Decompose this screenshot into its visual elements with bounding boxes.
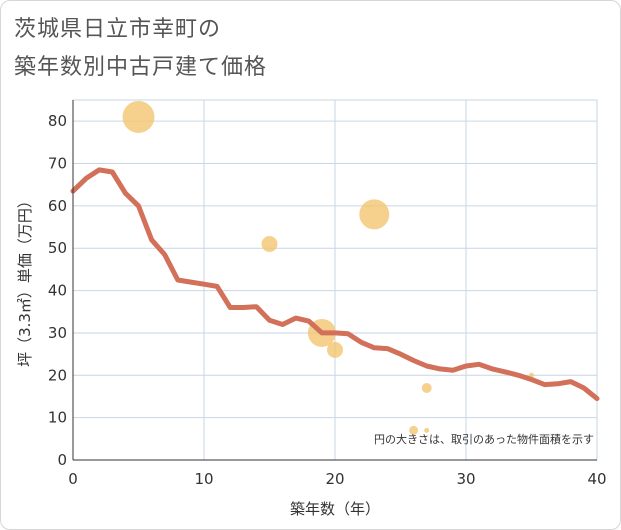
y-tick-label: 10 — [48, 409, 67, 427]
bubbles — [122, 100, 534, 435]
x-tick-label: 40 — [587, 470, 606, 488]
bubble-point — [122, 100, 155, 133]
chart-title-line-1: 茨城県日立市幸町の — [14, 17, 222, 42]
y-tick-label: 0 — [57, 451, 67, 469]
y-tick-label: 80 — [48, 112, 67, 130]
bubble-point — [409, 425, 419, 435]
y-axis-label: 坪（3.3㎡）単価（万円） — [16, 193, 34, 367]
y-tick-label: 40 — [48, 282, 67, 300]
bubble-point — [421, 383, 432, 393]
x-tick-label: 10 — [194, 470, 213, 488]
bubble-point — [424, 427, 430, 433]
x-tick-label: 30 — [456, 470, 475, 488]
x-tick-label: 20 — [325, 470, 344, 488]
chart-title-line-2: 築年数別中古戸建て価格 — [14, 55, 268, 80]
price-line — [70, 167, 600, 402]
y-tick-label: 60 — [48, 197, 67, 215]
x-tick-label: 0 — [68, 470, 78, 488]
x-axis-label: 築年数（年） — [290, 500, 380, 518]
bubble-size-note: 円の大きさは、取引のあった物件面積を示す — [374, 432, 594, 446]
y-tick-label: 70 — [48, 155, 67, 173]
axes — [72, 100, 597, 461]
y-tick-label: 30 — [48, 324, 67, 342]
bubble-point — [327, 341, 343, 358]
y-tick-labels: 0 10 20 30 40 50 60 70 80 — [48, 112, 67, 469]
y-tick-label: 20 — [48, 366, 67, 384]
x-tick-labels: 0 10 20 30 40 — [68, 470, 606, 488]
grid — [72, 100, 598, 461]
bubble-point — [359, 199, 390, 230]
y-tick-label: 50 — [48, 239, 67, 257]
bubble-point — [261, 236, 278, 252]
